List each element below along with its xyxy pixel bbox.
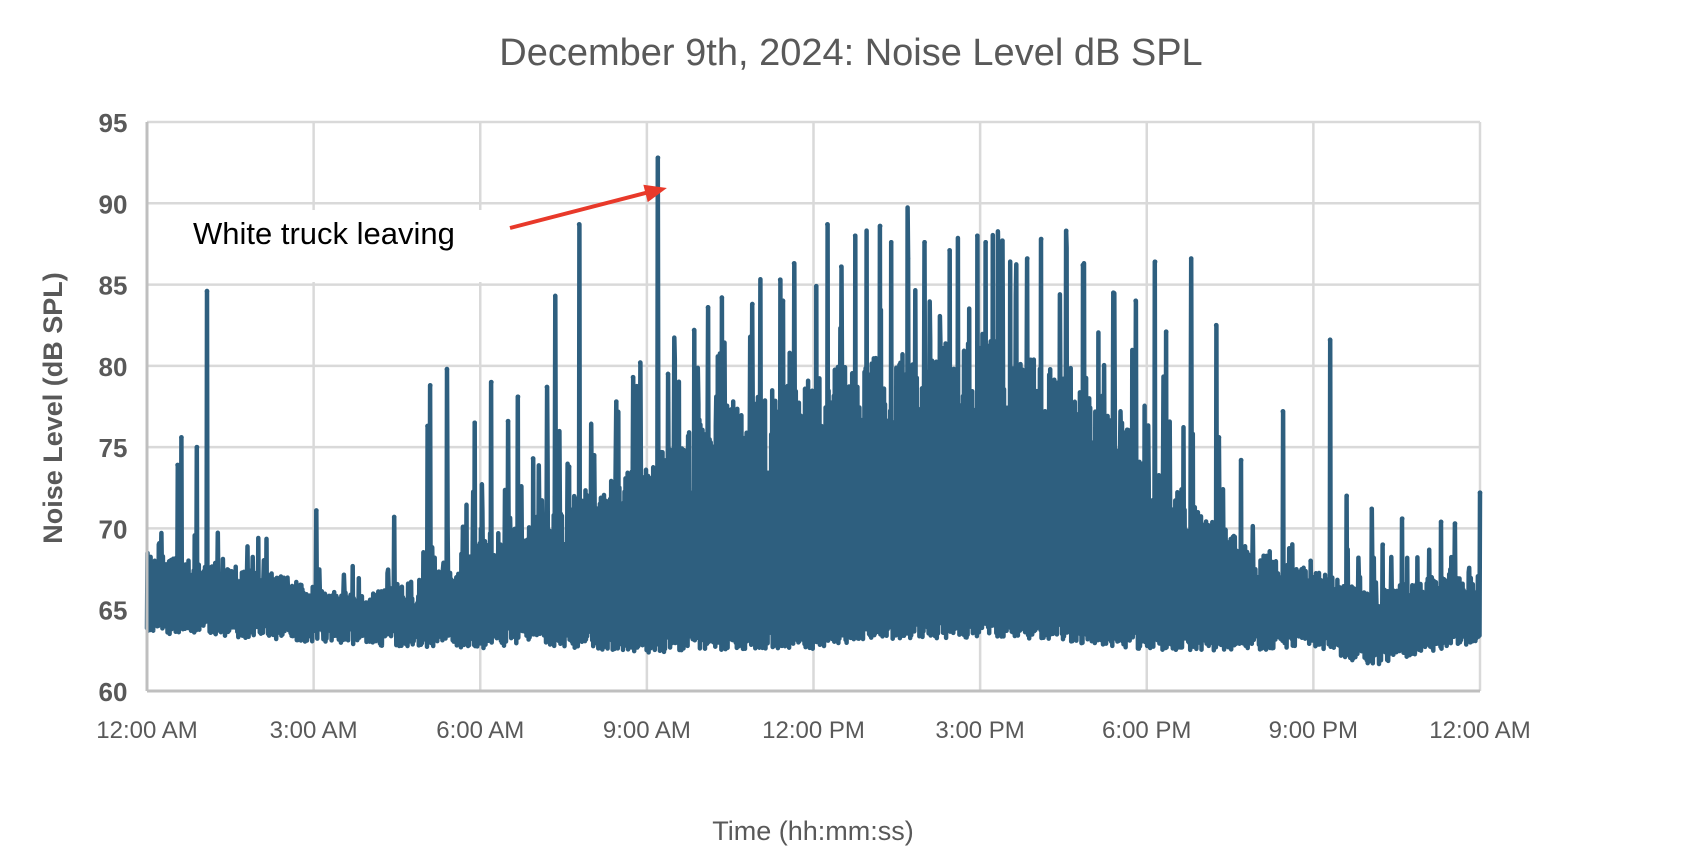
spike-point [1238,457,1244,463]
y-axis-ticks: 60 65 70 75 80 85 90 95 [99,108,128,707]
spike-point [852,233,858,239]
spike-point [780,298,786,304]
plot-frame [145,122,1480,693]
y-axis-label: Noise Level (dB SPL) [38,272,68,544]
x-tick-label: 3:00 PM [935,717,1024,744]
x-tick-label: 6:00 PM [1102,717,1191,744]
spike-point [1438,519,1444,525]
y-tick-label: 70 [99,514,128,544]
spike-point [905,256,911,261]
spike-point [1038,236,1044,242]
spike-point [1163,329,1169,335]
spike-point [813,283,819,289]
spike-point [1152,259,1158,265]
spike-point [425,423,430,429]
spike-point [314,508,319,513]
spike-point [1399,516,1405,521]
x-tick-label: 12:00 AM [1429,717,1530,744]
spike-point [947,248,952,253]
series-line [144,155,1483,667]
spike-point [530,456,536,461]
spike-point [391,514,397,520]
spike-point [1280,409,1286,414]
spike-point [1477,490,1483,495]
y-tick-label: 65 [99,596,128,626]
spike-point [1452,521,1458,526]
y-tick-label: 80 [99,352,128,382]
spike-point [566,464,572,469]
spike-point [1369,506,1374,512]
y-tick-label: 75 [99,433,128,463]
spike-point [179,435,184,440]
spike-point [204,288,210,294]
spike-point [1308,558,1313,564]
annotation-text: White truck leaving [193,216,455,251]
spike-point [637,360,643,365]
spike-point [1327,337,1333,343]
spike-point [194,444,200,450]
spike-point [877,223,883,229]
spike-point [705,305,711,310]
y-tick-label: 95 [99,108,128,138]
chart-title: December 9th, 2024: Noise Level dB SPL [499,32,1202,74]
y-tick-label: 85 [99,271,128,301]
spike-point [576,222,582,227]
x-tick-label: 12:00 AM [96,717,197,744]
spike-point [489,379,494,385]
spike-point [691,327,697,333]
spike-point [544,384,550,390]
series-noise-level [144,155,1483,667]
spike-point [505,418,511,424]
x-axis-label: Time (hh:mm:ss) [712,816,914,846]
spike-point [552,293,558,299]
spike-point [838,264,844,269]
spike-point [472,420,477,426]
annotation-box [180,210,500,282]
x-tick-label: 6:00 AM [436,717,524,744]
spike-point [672,357,677,362]
annotation-white-truck: White truck leaving [180,184,667,282]
spike-point [1080,262,1086,268]
spike-point [750,301,755,307]
annotation-arrow-line [509,189,654,230]
spike-point [591,452,597,458]
annotation-arrow-head-icon [643,184,667,203]
spike-point [655,155,661,161]
y-tick-label: 60 [99,677,128,707]
spike-point [1188,256,1194,261]
spike-point [791,261,797,266]
spike-point [719,295,725,300]
spike-point [665,371,671,377]
spike-point [175,462,180,468]
x-tick-label: 3:00 AM [270,717,358,744]
spike-point [922,240,927,245]
spike-point [888,240,894,245]
spike-point [777,277,783,282]
x-tick-label: 12:00 PM [762,717,865,744]
spike-point [1344,493,1349,499]
spike-point [1133,298,1138,304]
spike-point [1380,542,1386,547]
spike-point [1213,322,1219,328]
spike-point [444,366,450,372]
y-tick-label: 90 [99,189,128,219]
spike-point [427,383,433,388]
spike-point [983,240,988,245]
spike-point [1111,290,1116,296]
x-axis-ticks: 12:00 AM 3:00 AM 6:00 AM 9:00 AM 12:00 PM 3:0… [96,717,1530,744]
spike-point [825,222,830,227]
spike-point [975,233,980,239]
spike-point [1063,228,1069,234]
x-tick-label: 9:00 PM [1269,717,1358,744]
x-tick-label: 9:00 AM [603,717,691,744]
spike-point [1025,256,1030,261]
spike-point [1000,238,1005,243]
spike-point [515,394,521,400]
spike-point [1216,435,1222,440]
spike-point [614,399,619,404]
spike-point [630,374,636,380]
